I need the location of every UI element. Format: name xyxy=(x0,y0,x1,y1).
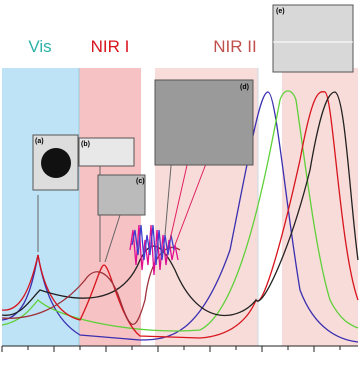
inset xyxy=(78,137,135,167)
inset-label: (b) xyxy=(81,141,90,148)
inset xyxy=(154,79,254,166)
inset-label: (a) xyxy=(35,138,44,145)
curve xyxy=(1,91,359,339)
particle xyxy=(41,148,71,178)
inset xyxy=(97,174,146,216)
spectra xyxy=(1,90,359,343)
vis-band xyxy=(2,68,79,346)
curve xyxy=(1,90,359,332)
curve xyxy=(1,91,359,317)
noise xyxy=(129,224,179,276)
inset-label: (c) xyxy=(136,178,145,185)
inset xyxy=(272,4,354,73)
region-label: Vis xyxy=(28,37,51,56)
noise xyxy=(131,224,175,266)
nir2-band xyxy=(282,68,358,346)
region-label: NIR I xyxy=(91,37,130,56)
region-label: NIR II xyxy=(213,37,256,56)
inset-label: (d) xyxy=(240,84,249,91)
axis-ticks xyxy=(1,346,341,352)
inset-label: (e) xyxy=(276,8,285,15)
